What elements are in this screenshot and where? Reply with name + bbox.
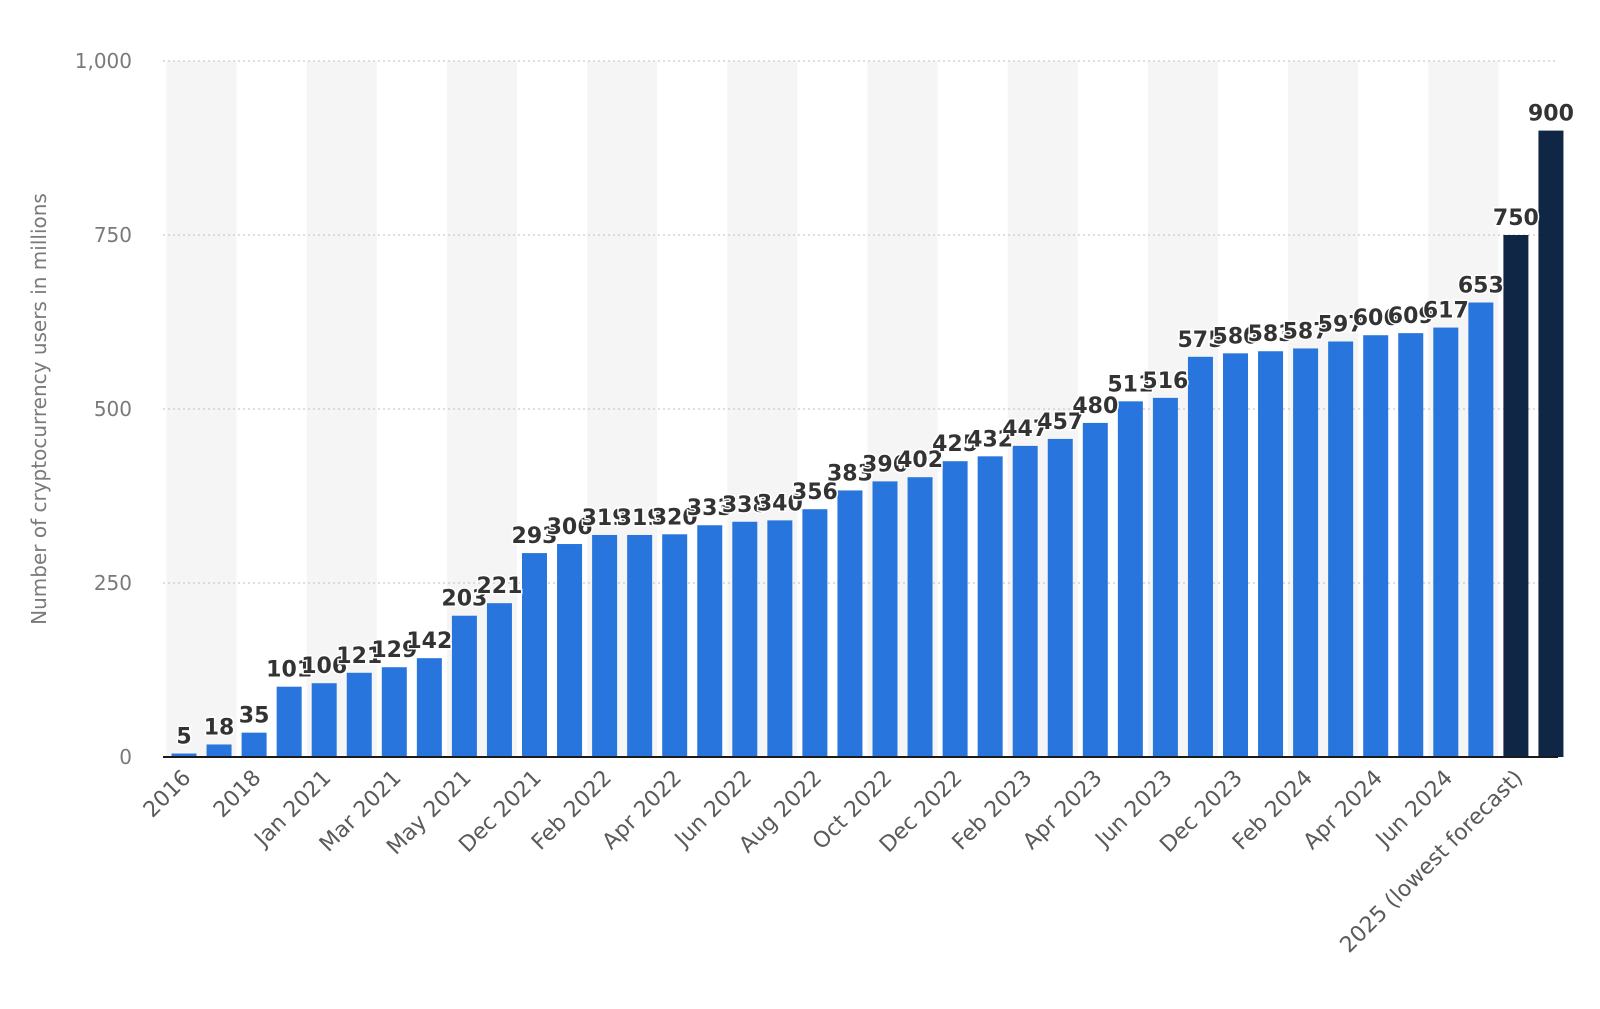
bar[interactable] bbox=[942, 461, 968, 757]
bar[interactable] bbox=[697, 525, 723, 757]
data-labels: 5 18 3510110612112914220322129330631931932… bbox=[175, 100, 1576, 751]
data-label: 516 bbox=[1142, 369, 1188, 394]
bar[interactable] bbox=[1152, 397, 1178, 757]
data-label: 221 bbox=[476, 574, 522, 599]
data-label: 617 bbox=[1423, 299, 1469, 324]
bar[interactable] bbox=[1187, 356, 1213, 757]
bar[interactable] bbox=[1117, 401, 1143, 757]
data-label: 457 bbox=[1037, 410, 1083, 435]
data-label: 340 bbox=[757, 491, 803, 516]
data-label: 383 bbox=[827, 461, 873, 486]
bar[interactable] bbox=[837, 490, 863, 757]
data-label: 106 bbox=[301, 654, 347, 679]
data-label: 432 bbox=[967, 427, 1013, 452]
data-label: 575 bbox=[1177, 328, 1223, 353]
bar[interactable] bbox=[1012, 445, 1038, 757]
y-tick-label: 1,000 bbox=[75, 49, 132, 73]
bar[interactable] bbox=[977, 456, 1003, 757]
data-label: 293 bbox=[512, 524, 558, 549]
bar[interactable] bbox=[1468, 302, 1494, 757]
bar[interactable] bbox=[381, 667, 407, 757]
bar[interactable] bbox=[451, 615, 477, 757]
data-label: 319 bbox=[617, 506, 663, 531]
bar[interactable] bbox=[1223, 353, 1248, 757]
data-label: 900 bbox=[1528, 102, 1574, 127]
bar[interactable] bbox=[1398, 333, 1424, 757]
bars bbox=[171, 130, 1564, 758]
data-label: 101 bbox=[266, 658, 312, 683]
data-label: 653 bbox=[1458, 274, 1504, 299]
data-label: 750 bbox=[1493, 206, 1539, 231]
bar[interactable] bbox=[1503, 235, 1529, 757]
bar[interactable] bbox=[1293, 348, 1319, 757]
data-label: 320 bbox=[652, 505, 698, 530]
bar[interactable] bbox=[802, 509, 828, 757]
x-tick-label: 2016 bbox=[139, 766, 196, 823]
data-label: 396 bbox=[862, 452, 908, 477]
bar[interactable] bbox=[522, 553, 547, 757]
bar[interactable] bbox=[907, 477, 933, 757]
bar[interactable] bbox=[206, 744, 232, 757]
data-label: 319 bbox=[582, 506, 628, 531]
data-label: 609 bbox=[1388, 304, 1434, 329]
data-label: 580 bbox=[1213, 324, 1259, 349]
bar[interactable] bbox=[1363, 335, 1389, 757]
data-label: 606 bbox=[1353, 306, 1399, 331]
data-label: 511 bbox=[1107, 372, 1153, 397]
data-label: 35 bbox=[239, 704, 270, 729]
data-label: 203 bbox=[441, 587, 487, 612]
bar[interactable] bbox=[416, 658, 442, 757]
bar[interactable] bbox=[1047, 438, 1073, 757]
bar[interactable] bbox=[1538, 130, 1564, 758]
data-label: 129 bbox=[371, 638, 417, 663]
bar[interactable] bbox=[486, 603, 512, 757]
data-label: 338 bbox=[722, 493, 768, 518]
data-label: 121 bbox=[336, 644, 382, 669]
data-label: 142 bbox=[406, 629, 452, 654]
bar[interactable] bbox=[732, 521, 758, 757]
bar[interactable] bbox=[1328, 341, 1354, 757]
data-label: 18 bbox=[204, 715, 235, 740]
data-label: 5 bbox=[176, 725, 191, 750]
bar[interactable] bbox=[311, 683, 337, 757]
bar[interactable] bbox=[557, 544, 583, 757]
data-label: 356 bbox=[792, 480, 838, 505]
data-label: 597 bbox=[1318, 312, 1364, 337]
data-label: 583 bbox=[1248, 322, 1294, 347]
x-tick-label: 2018 bbox=[209, 766, 266, 823]
data-label: 306 bbox=[547, 515, 593, 540]
y-axis-ticks: 0 250 500 750 1,000 bbox=[75, 49, 132, 769]
data-label: 587 bbox=[1283, 319, 1329, 344]
data-label: 480 bbox=[1072, 394, 1118, 419]
y-tick-label: 750 bbox=[94, 223, 132, 247]
bar[interactable] bbox=[276, 686, 302, 757]
y-tick-label: 250 bbox=[94, 571, 132, 595]
y-axis-title: Number of cryptocurrency users in millio… bbox=[27, 193, 51, 625]
bar[interactable] bbox=[171, 753, 197, 757]
bar[interactable] bbox=[592, 534, 618, 757]
bar[interactable] bbox=[872, 481, 898, 757]
bar[interactable] bbox=[241, 732, 267, 757]
y-tick-label: 0 bbox=[119, 745, 132, 769]
data-label: 333 bbox=[687, 496, 733, 521]
bar[interactable] bbox=[346, 672, 372, 757]
bar[interactable] bbox=[1433, 327, 1459, 757]
data-label: 447 bbox=[1002, 417, 1048, 442]
bar[interactable] bbox=[1258, 351, 1284, 757]
data-label: 425 bbox=[932, 432, 978, 457]
y-tick-label: 500 bbox=[94, 397, 132, 421]
bar[interactable] bbox=[1082, 422, 1108, 757]
bar[interactable] bbox=[627, 534, 653, 757]
data-label: 402 bbox=[897, 448, 943, 473]
background-band bbox=[166, 61, 237, 757]
bar[interactable] bbox=[767, 520, 793, 757]
bar[interactable] bbox=[662, 534, 688, 757]
